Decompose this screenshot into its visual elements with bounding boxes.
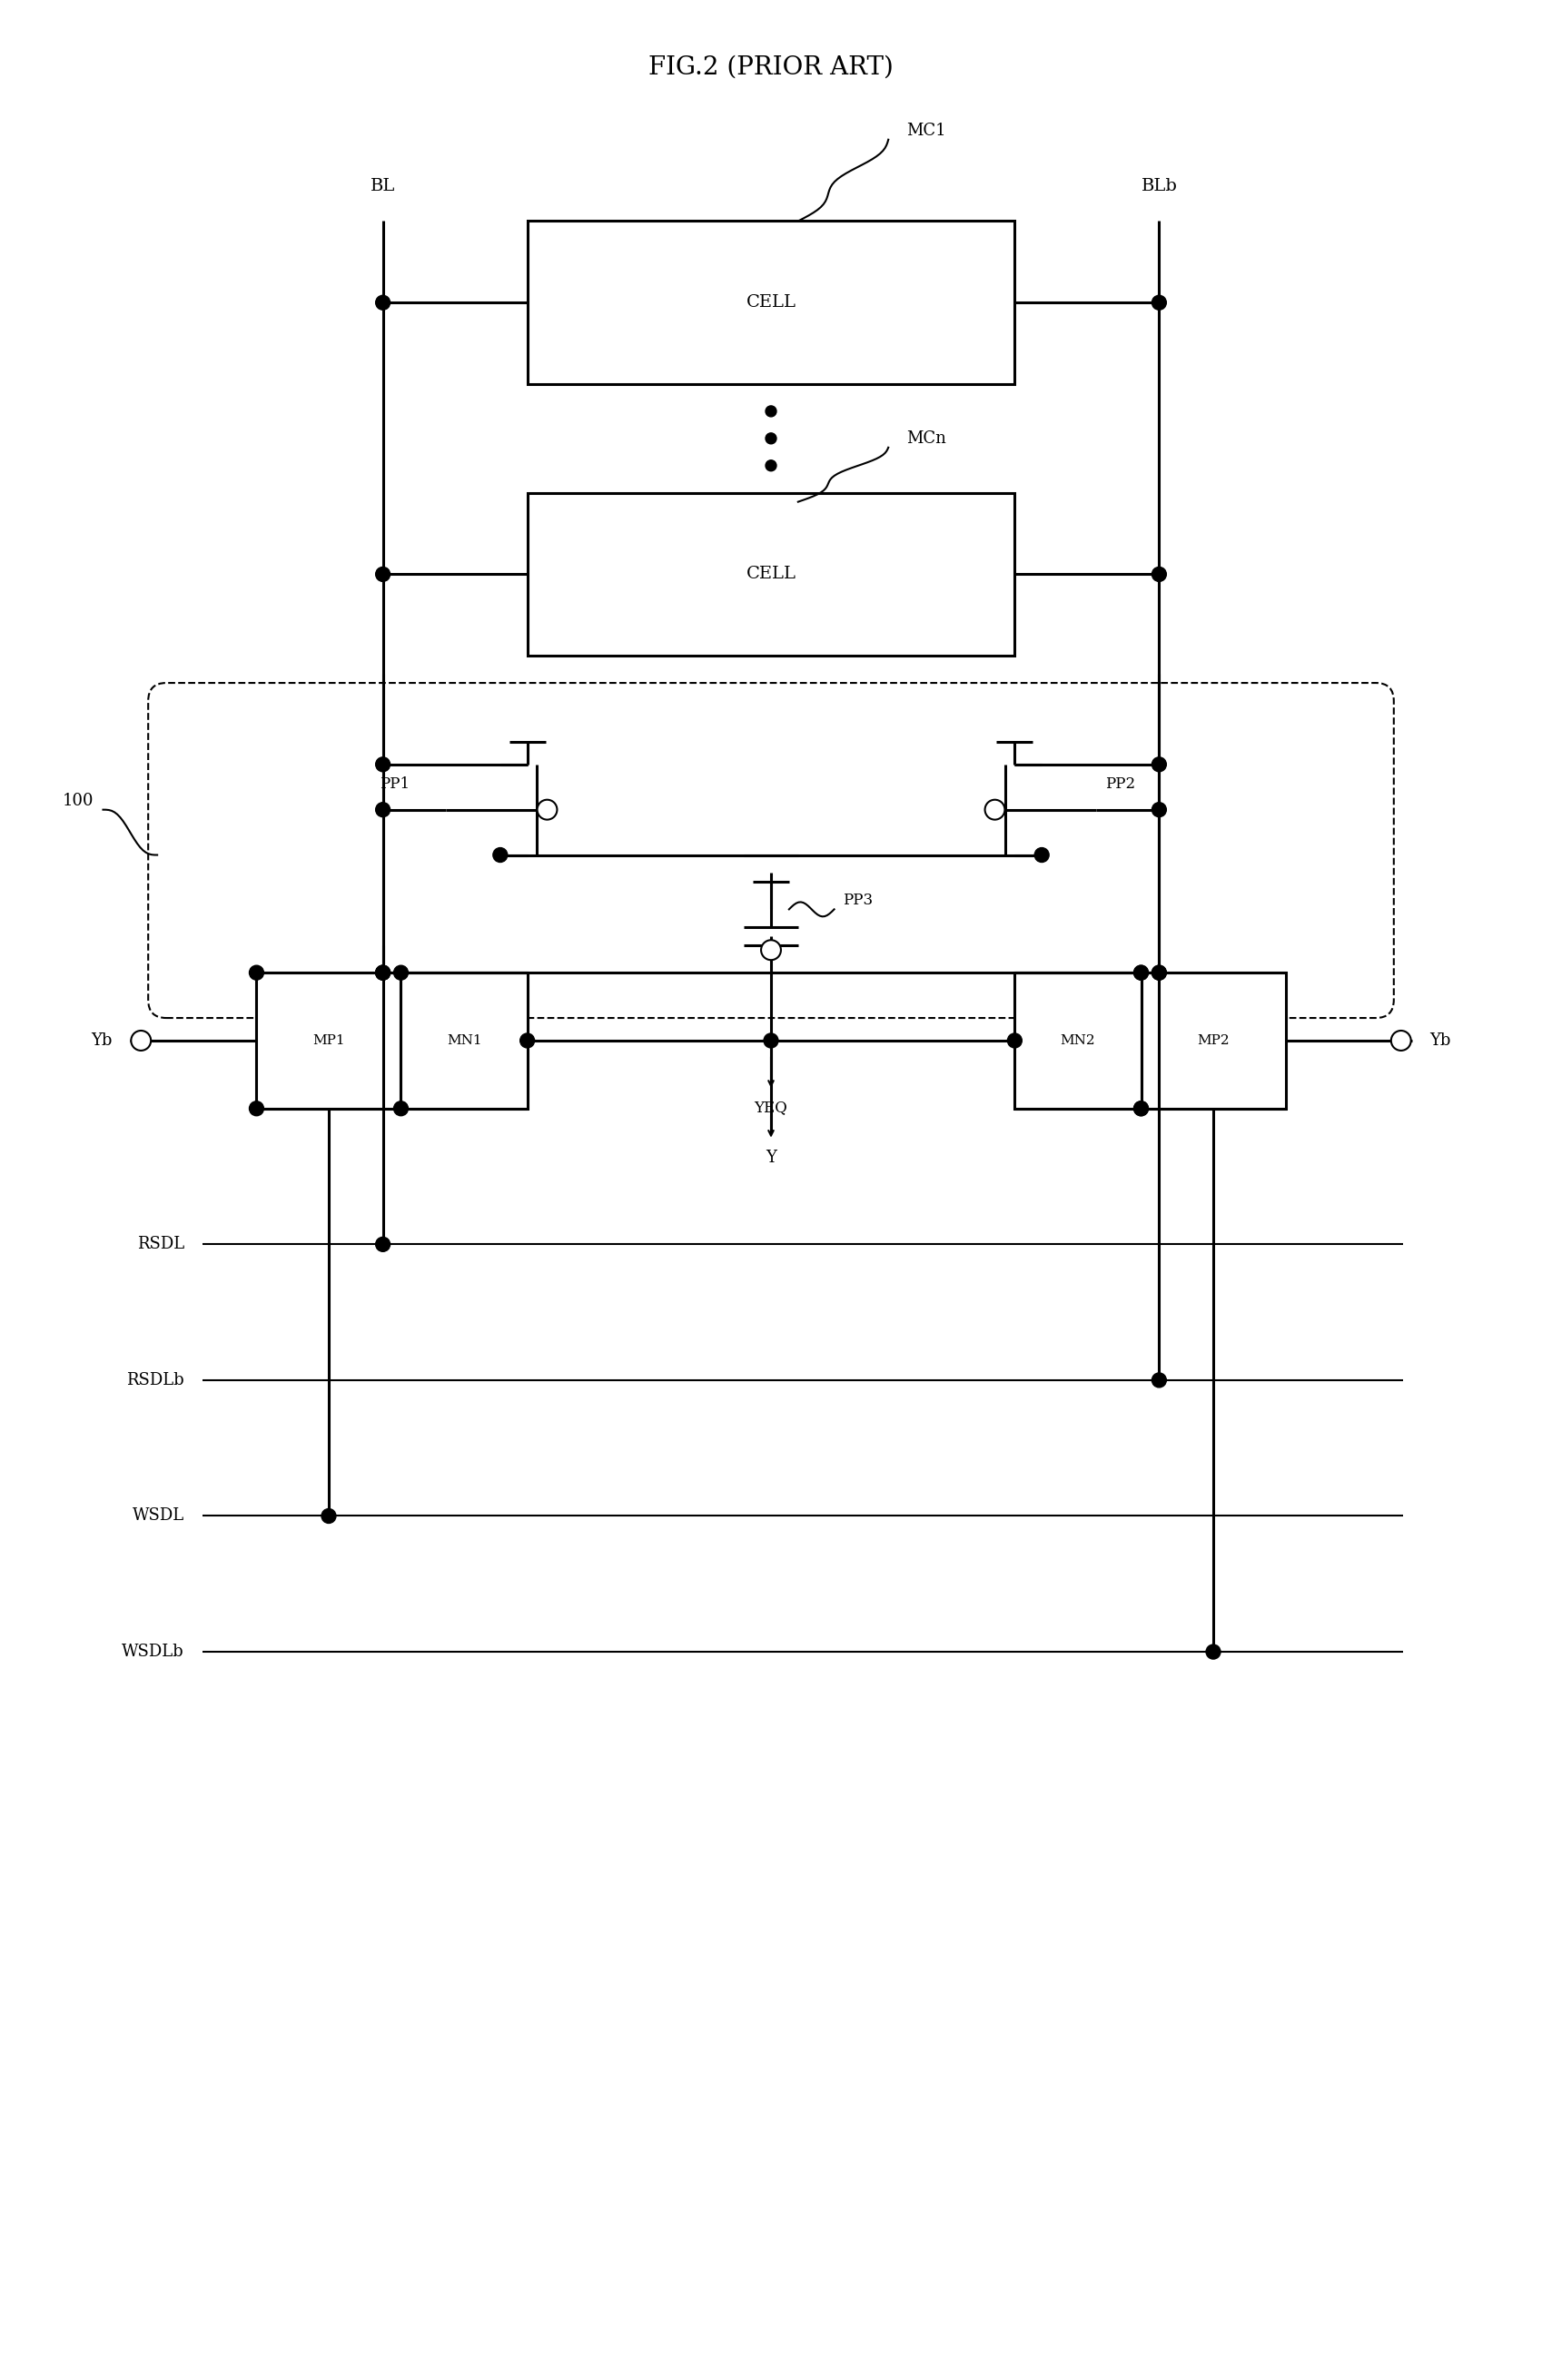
Circle shape	[393, 966, 409, 981]
Circle shape	[250, 1102, 264, 1116]
Text: MN1: MN1	[447, 1035, 481, 1047]
Circle shape	[376, 1238, 390, 1252]
Circle shape	[1133, 1102, 1149, 1116]
Bar	[256, 973, 401, 1109]
Circle shape	[376, 966, 390, 981]
Circle shape	[520, 1033, 535, 1047]
Text: MCn: MCn	[907, 431, 947, 447]
Text: BL: BL	[370, 178, 395, 193]
Text: MP1: MP1	[313, 1035, 345, 1047]
Circle shape	[1152, 566, 1166, 581]
Bar	[527, 221, 1015, 383]
Text: CELL: CELL	[746, 566, 796, 583]
Circle shape	[1152, 802, 1166, 816]
Text: MP2: MP2	[1197, 1035, 1229, 1047]
Circle shape	[537, 800, 557, 819]
Circle shape	[1152, 966, 1166, 981]
Circle shape	[376, 566, 390, 581]
Circle shape	[1391, 1031, 1411, 1050]
Circle shape	[376, 966, 390, 981]
Text: MC1: MC1	[907, 121, 945, 138]
Circle shape	[1152, 295, 1166, 309]
Text: BLb: BLb	[1141, 178, 1177, 193]
Circle shape	[376, 966, 390, 981]
Text: Yb: Yb	[1429, 1033, 1451, 1050]
Circle shape	[1133, 1102, 1149, 1116]
Bar	[401, 973, 527, 1109]
Text: YEQ: YEQ	[754, 1100, 788, 1114]
Text: RSDLb: RSDLb	[126, 1371, 185, 1388]
Circle shape	[762, 940, 780, 959]
Circle shape	[765, 459, 777, 471]
Circle shape	[1133, 966, 1149, 981]
Bar	[1141, 973, 1286, 1109]
Text: PP1: PP1	[379, 776, 410, 793]
Bar	[1015, 973, 1141, 1109]
Circle shape	[376, 802, 390, 816]
Circle shape	[1152, 1373, 1166, 1388]
Circle shape	[1007, 1033, 1022, 1047]
Text: WSDL: WSDL	[133, 1509, 185, 1523]
Circle shape	[1206, 1645, 1221, 1659]
Circle shape	[1152, 757, 1166, 771]
Text: PP3: PP3	[843, 892, 873, 907]
Circle shape	[985, 800, 1005, 819]
Text: RSDL: RSDL	[137, 1235, 185, 1252]
Circle shape	[493, 847, 507, 862]
Circle shape	[376, 757, 390, 771]
Text: Yb: Yb	[91, 1033, 113, 1050]
Circle shape	[765, 433, 777, 443]
Circle shape	[393, 1102, 409, 1116]
Text: PP2: PP2	[1106, 776, 1135, 793]
Circle shape	[1133, 966, 1149, 981]
Text: 100: 100	[63, 793, 94, 809]
Circle shape	[1152, 966, 1166, 981]
Bar	[527, 493, 1015, 657]
Text: FIG.2 (PRIOR ART): FIG.2 (PRIOR ART)	[649, 55, 893, 79]
Text: CELL: CELL	[746, 295, 796, 312]
Circle shape	[250, 966, 264, 981]
Text: MN2: MN2	[1061, 1035, 1095, 1047]
Circle shape	[763, 1033, 779, 1047]
Circle shape	[1035, 847, 1049, 862]
Circle shape	[321, 1509, 336, 1523]
Circle shape	[131, 1031, 151, 1050]
Circle shape	[765, 407, 777, 416]
Circle shape	[376, 295, 390, 309]
Text: WSDLb: WSDLb	[122, 1645, 185, 1659]
Text: Y: Y	[766, 1150, 776, 1166]
